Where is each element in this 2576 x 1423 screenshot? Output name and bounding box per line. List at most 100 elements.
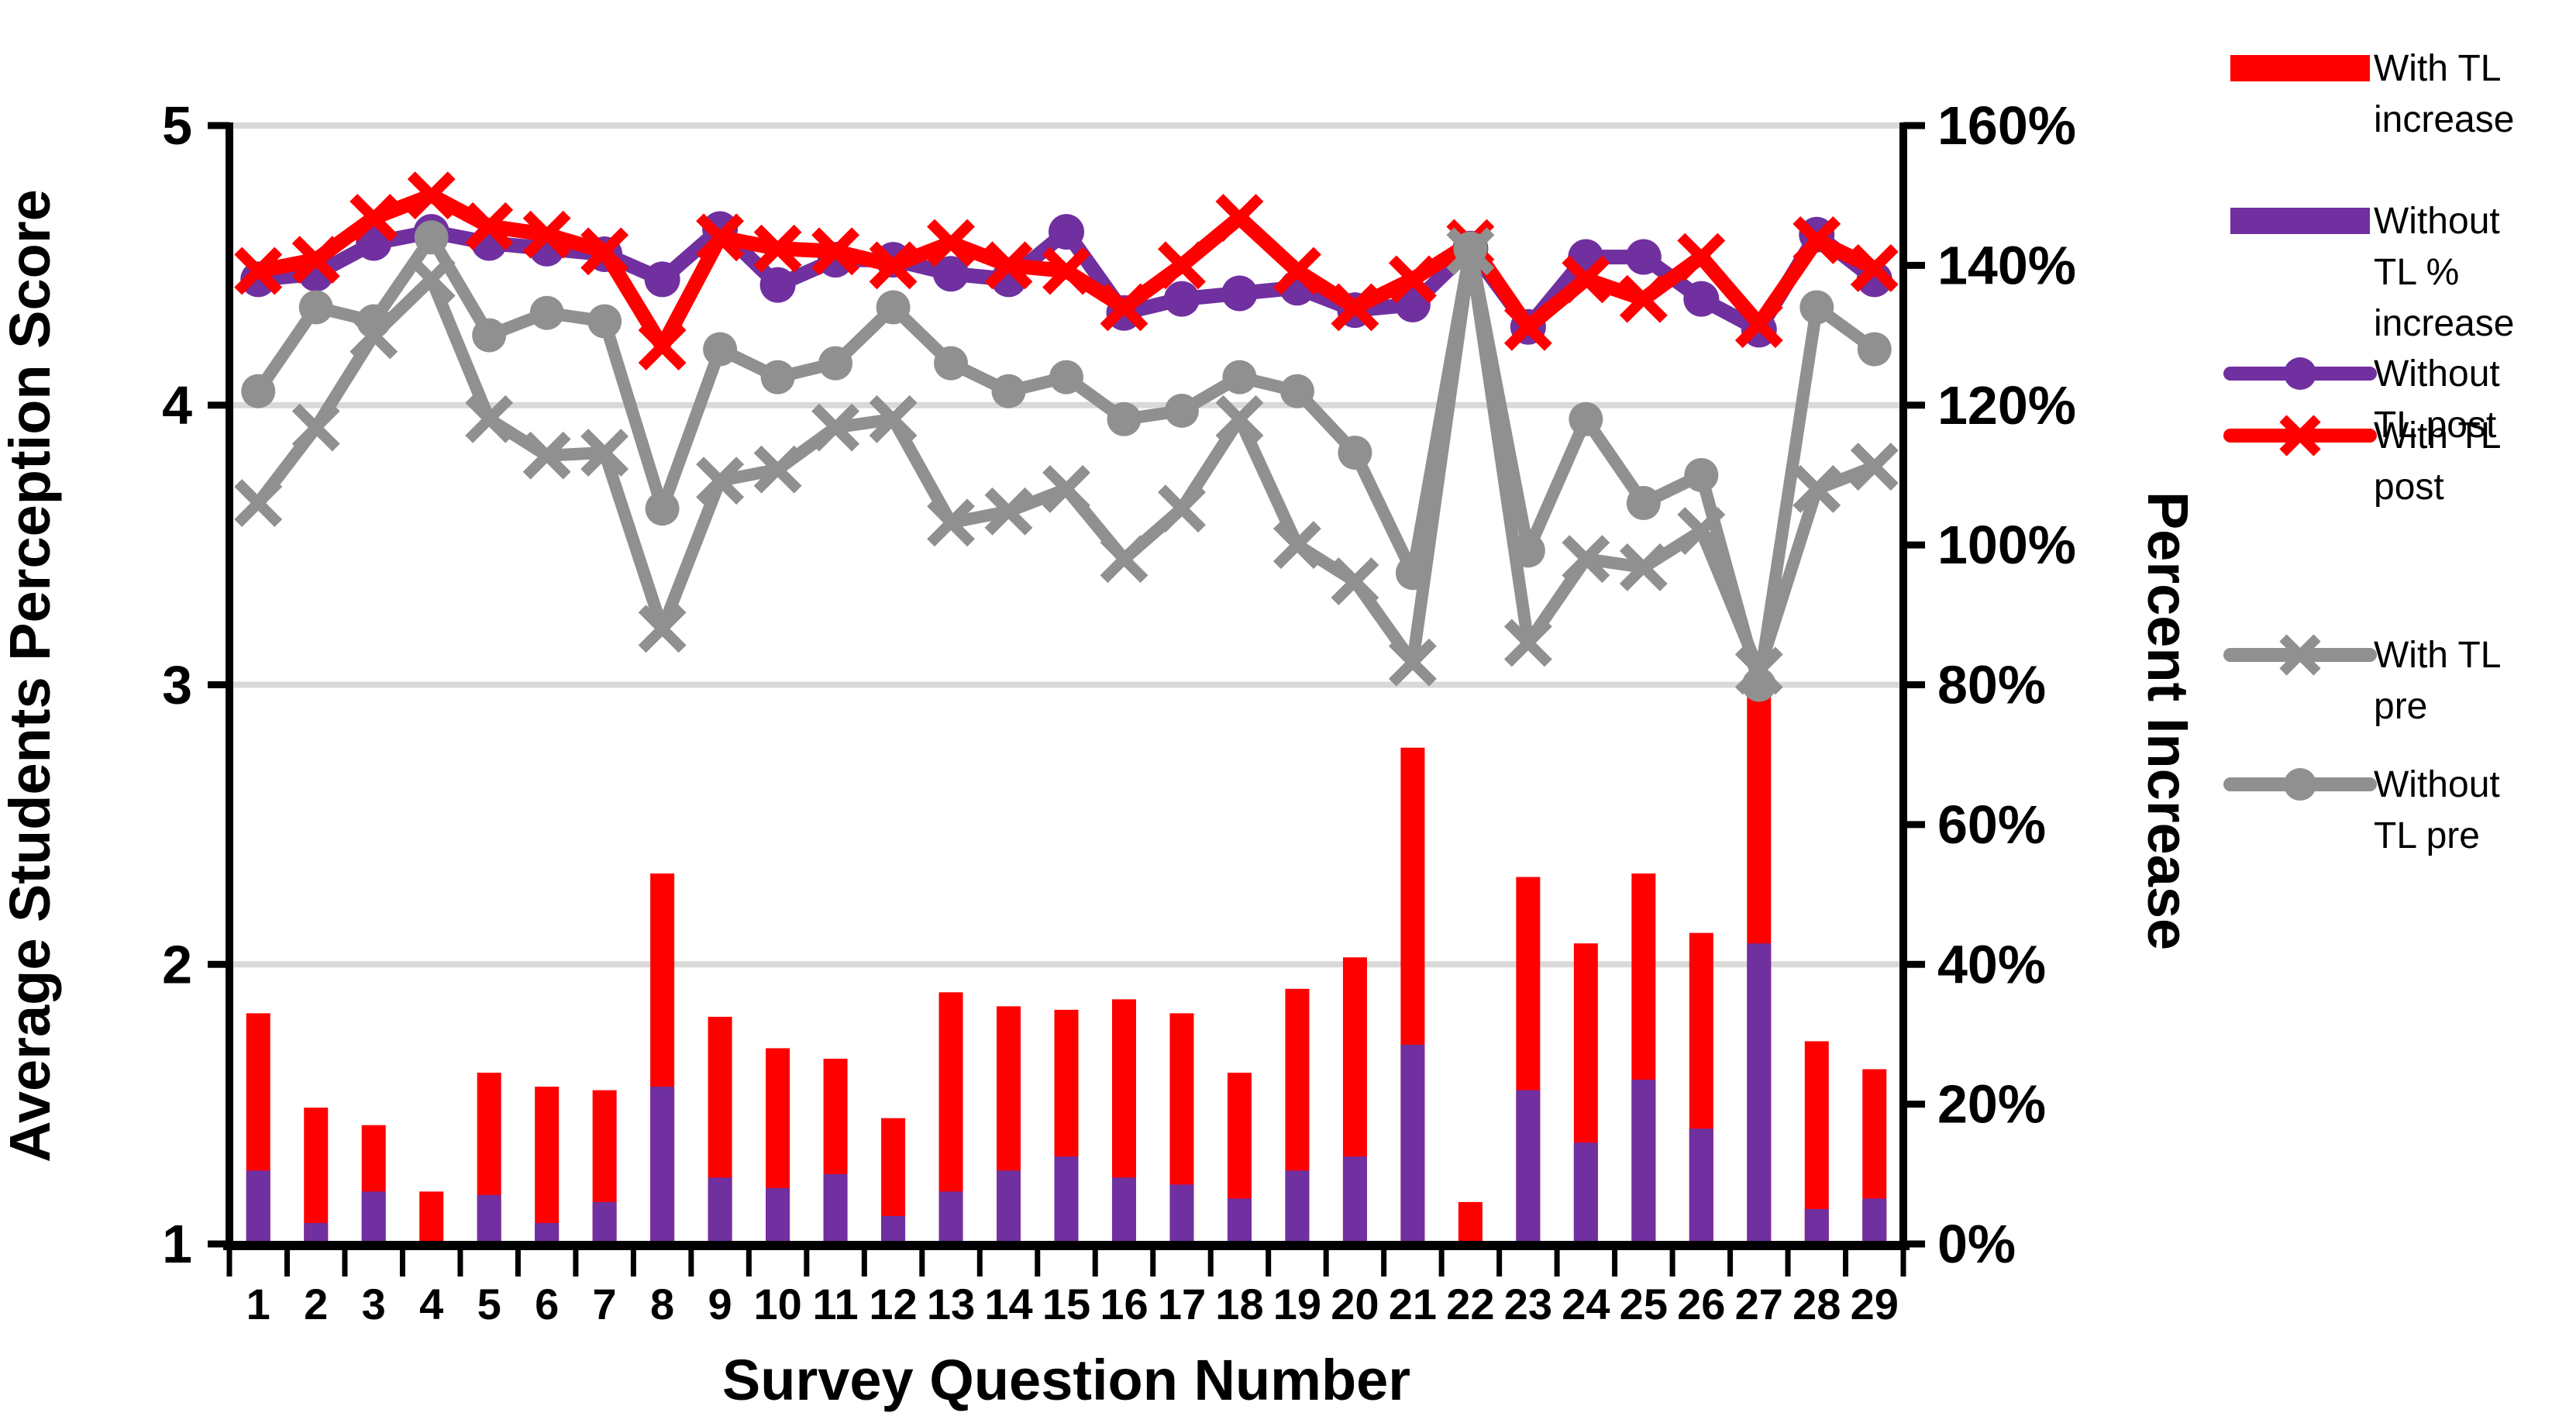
marker-x-with-tl-pre-q21: [1388, 638, 1437, 687]
marker-x-with-tl-post-q18: [1215, 194, 1264, 242]
x-tick-label-15: 15: [1042, 1280, 1090, 1328]
marker-circle-without-tl-pre-q2: [298, 290, 333, 325]
bar-without-tl-increase-q17: [1169, 1184, 1194, 1244]
marker-circle-without-tl-pre-q24: [1569, 401, 1603, 436]
bar-without-tl-increase-q8: [650, 1087, 675, 1244]
legend-label-line: With TL: [2374, 48, 2501, 89]
legend-entry-without-tlpost: Without TL post: [2223, 353, 2500, 446]
x-axis-title: Survey Question Number: [722, 1348, 1410, 1412]
y-right-tick-label-140%: 140%: [1937, 235, 2076, 295]
legend-label-line: Without: [2374, 764, 2500, 805]
marker-x-with-tl-post-q6: [522, 210, 571, 259]
axes: [208, 122, 1925, 1277]
marker-x-with-tl-post-q12: [869, 241, 918, 290]
marker-x-with-tl-post-q19: [1273, 246, 1321, 295]
legend-entry-without-tlpre: Without TL pre: [2223, 764, 2500, 856]
y-right-tick-label-20%: 20%: [1937, 1074, 2046, 1135]
y-left-tick-label-5: 5: [162, 95, 192, 156]
x-tick-label-22: 22: [1446, 1280, 1494, 1328]
x-tick-label-27: 27: [1735, 1280, 1783, 1328]
marker-x-with-tl-post-q1: [234, 246, 283, 295]
marker-x-with-tl-post-q26: [1677, 233, 1726, 281]
marker-circle-without-tl-pre-q10: [760, 360, 795, 395]
marker-x-with-tl-pre-q25: [1619, 543, 1668, 591]
axis-titles: Survey Question Number Average Students …: [0, 189, 2200, 1412]
bar-without-tl-increase-q18: [1227, 1198, 1252, 1244]
x-tick-label-21: 21: [1389, 1280, 1437, 1328]
x-tick-label-8: 8: [650, 1280, 674, 1328]
x-tick-label-26: 26: [1677, 1280, 1725, 1328]
line-series: [234, 171, 1899, 702]
y-axis-right-title: Percent Increase: [2136, 491, 2200, 950]
legend-label-line: increase: [2374, 303, 2514, 344]
legend-x-marker-icon: [2279, 634, 2321, 676]
marker-x-with-tl-pre-q29: [1850, 443, 1899, 491]
y-right-tick-label-80%: 80%: [1937, 655, 2046, 715]
bar-without-tl-increase-q27: [1747, 943, 1772, 1244]
bar-without-tl-increase-q16: [1111, 1177, 1136, 1244]
marker-x-with-tl-post-q27: [1734, 300, 1783, 349]
bar-without-tl-increase-q26: [1689, 1128, 1713, 1244]
legend-circle-marker-icon: [2284, 357, 2316, 390]
marker-x-with-tl-post-q4: [407, 171, 456, 220]
series-with-tl-post: [234, 171, 1899, 370]
marker-circle-without-tl-post-q8: [644, 261, 680, 298]
marker-x-with-tl-pre-q19: [1273, 521, 1321, 570]
marker-x-with-tl-pre-q2: [291, 403, 340, 452]
marker-x-with-tl-pre-q9: [696, 457, 745, 505]
marker-circle-without-tl-pre-q22: [1453, 231, 1488, 266]
x-tick-label-2: 2: [304, 1280, 328, 1328]
series-without-tl-pre: [241, 220, 1892, 702]
marker-x-with-tl-pre-q12: [869, 395, 918, 443]
marker-circle-without-tl-pre-q29: [1857, 332, 1892, 367]
y-right-tick-label-0%: 0%: [1937, 1214, 2016, 1274]
x-tick-label-17: 17: [1158, 1280, 1206, 1328]
bar-without-tl-increase-q6: [535, 1222, 560, 1244]
bar-without-tl-increase-q7: [592, 1201, 617, 1244]
marker-x-with-tl-pre-q15: [1042, 465, 1090, 513]
marker-x-with-tl-post-q23: [1503, 302, 1552, 351]
bar-without-tl-increase-q28: [1804, 1208, 1829, 1244]
marker-circle-without-tl-pre-q7: [587, 304, 622, 339]
x-tick-label-4: 4: [419, 1280, 443, 1328]
legend-entry-withtl-pre: With TL pre: [2223, 634, 2501, 727]
marker-x-with-tl-pre-q17: [1158, 484, 1206, 533]
marker-x-with-tl-pre-q23: [1503, 618, 1552, 667]
bar-without-tl-increase-q13: [938, 1191, 963, 1244]
marker-x-with-tl-pre-q13: [927, 498, 975, 547]
x-tick-label-25: 25: [1620, 1280, 1668, 1328]
marker-x-with-tl-post-q9: [696, 213, 745, 262]
marker-circle-without-tl-pre-q26: [1684, 457, 1719, 492]
bar-without-tl-increase-q9: [708, 1177, 732, 1244]
legend-label-line: Without: [2374, 201, 2500, 242]
x-tick-label-11: 11: [812, 1280, 858, 1328]
y-left-tick-label-3: 3: [162, 655, 192, 715]
marker-circle-without-tl-pre-q27: [1741, 667, 1776, 702]
marker-circle-without-tl-pre-q12: [876, 290, 911, 325]
marker-circle-without-tl-pre-q13: [934, 346, 969, 381]
legend-label-line: TL pre: [2374, 815, 2480, 856]
marker-x-with-tl-pre-q5: [465, 395, 514, 443]
x-tick-label-12: 12: [869, 1280, 917, 1328]
y-axis-left-title: Average Students Perception Score: [0, 189, 62, 1163]
marker-circle-without-tl-pre-q1: [241, 374, 276, 408]
legend-entry-withtl-post: With TL post: [2223, 415, 2501, 508]
legend-bar-swatch: [2230, 208, 2370, 234]
bar-with-tl-increase-q4: [419, 1191, 444, 1244]
marker-circle-without-tl-pre-q20: [1338, 436, 1372, 470]
bar-without-tl-increase-q11: [823, 1173, 848, 1244]
marker-x-with-tl-post-q13: [927, 219, 975, 267]
bar-without-tl-increase-q12: [881, 1215, 906, 1244]
y-right-tick-label-60%: 60%: [1937, 794, 2046, 855]
bar-without-tl-increase-q24: [1573, 1142, 1598, 1244]
x-tick-label-24: 24: [1562, 1280, 1610, 1328]
legend-label-line: post: [2374, 467, 2444, 508]
marker-circle-without-tl-pre-q3: [356, 304, 391, 339]
marker-x-with-tl-post-q3: [350, 194, 398, 242]
marker-circle-without-tl-pre-q19: [1279, 374, 1314, 408]
x-tick-label-13: 13: [927, 1280, 975, 1328]
x-tick-label-19: 19: [1273, 1280, 1321, 1328]
marker-x-with-tl-post-q29: [1850, 244, 1899, 292]
marker-x-with-tl-post-q16: [1100, 283, 1149, 332]
bar-without-tl-increase-q3: [361, 1191, 386, 1244]
